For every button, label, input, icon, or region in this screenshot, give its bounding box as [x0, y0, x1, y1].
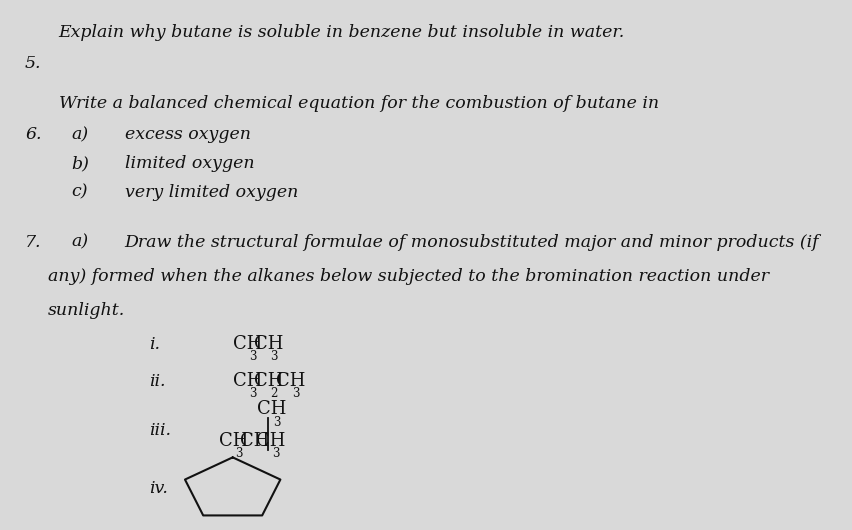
Text: c): c)	[71, 184, 88, 201]
Text: 5.: 5.	[25, 55, 42, 72]
Text: 3: 3	[273, 447, 280, 461]
Text: ii.: ii.	[149, 373, 165, 390]
Text: CH: CH	[276, 372, 305, 390]
Text: CH: CH	[256, 432, 285, 450]
Text: CH: CH	[233, 372, 262, 390]
Text: 3: 3	[249, 387, 256, 400]
Text: iv.: iv.	[149, 480, 168, 497]
Text: b): b)	[71, 155, 89, 172]
Text: 3: 3	[273, 416, 280, 429]
Text: CH: CH	[233, 335, 262, 353]
Text: Explain why butane is soluble in benzene but insoluble in water.: Explain why butane is soluble in benzene…	[59, 24, 625, 41]
Text: any) formed when the alkanes below subjected to the bromination reaction under: any) formed when the alkanes below subje…	[48, 268, 769, 285]
Text: iii.: iii.	[149, 422, 171, 439]
Text: 3: 3	[235, 447, 242, 461]
Text: CH: CH	[254, 335, 284, 353]
Text: CH: CH	[219, 432, 248, 450]
Text: 3: 3	[249, 350, 256, 364]
Text: a): a)	[71, 234, 88, 251]
Text: 3: 3	[292, 387, 299, 400]
Text: 7.: 7.	[25, 234, 42, 251]
Text: CH: CH	[257, 401, 286, 419]
Text: very limited oxygen: very limited oxygen	[124, 184, 298, 201]
Text: sunlight.: sunlight.	[48, 302, 125, 319]
Text: 3: 3	[270, 350, 278, 364]
Text: Write a balanced chemical equation for the combustion of butane in: Write a balanced chemical equation for t…	[59, 95, 659, 112]
Text: i.: i.	[149, 336, 160, 353]
Text: limited oxygen: limited oxygen	[124, 155, 255, 172]
Text: Draw the structural formulae of monosubstituted major and minor products (if: Draw the structural formulae of monosubs…	[124, 234, 820, 251]
Text: 2: 2	[270, 387, 278, 400]
Text: 6.: 6.	[25, 126, 42, 143]
Text: a): a)	[71, 126, 88, 143]
Text: CH: CH	[254, 372, 284, 390]
Text: excess oxygen: excess oxygen	[124, 126, 250, 143]
Text: CH: CH	[240, 432, 270, 450]
